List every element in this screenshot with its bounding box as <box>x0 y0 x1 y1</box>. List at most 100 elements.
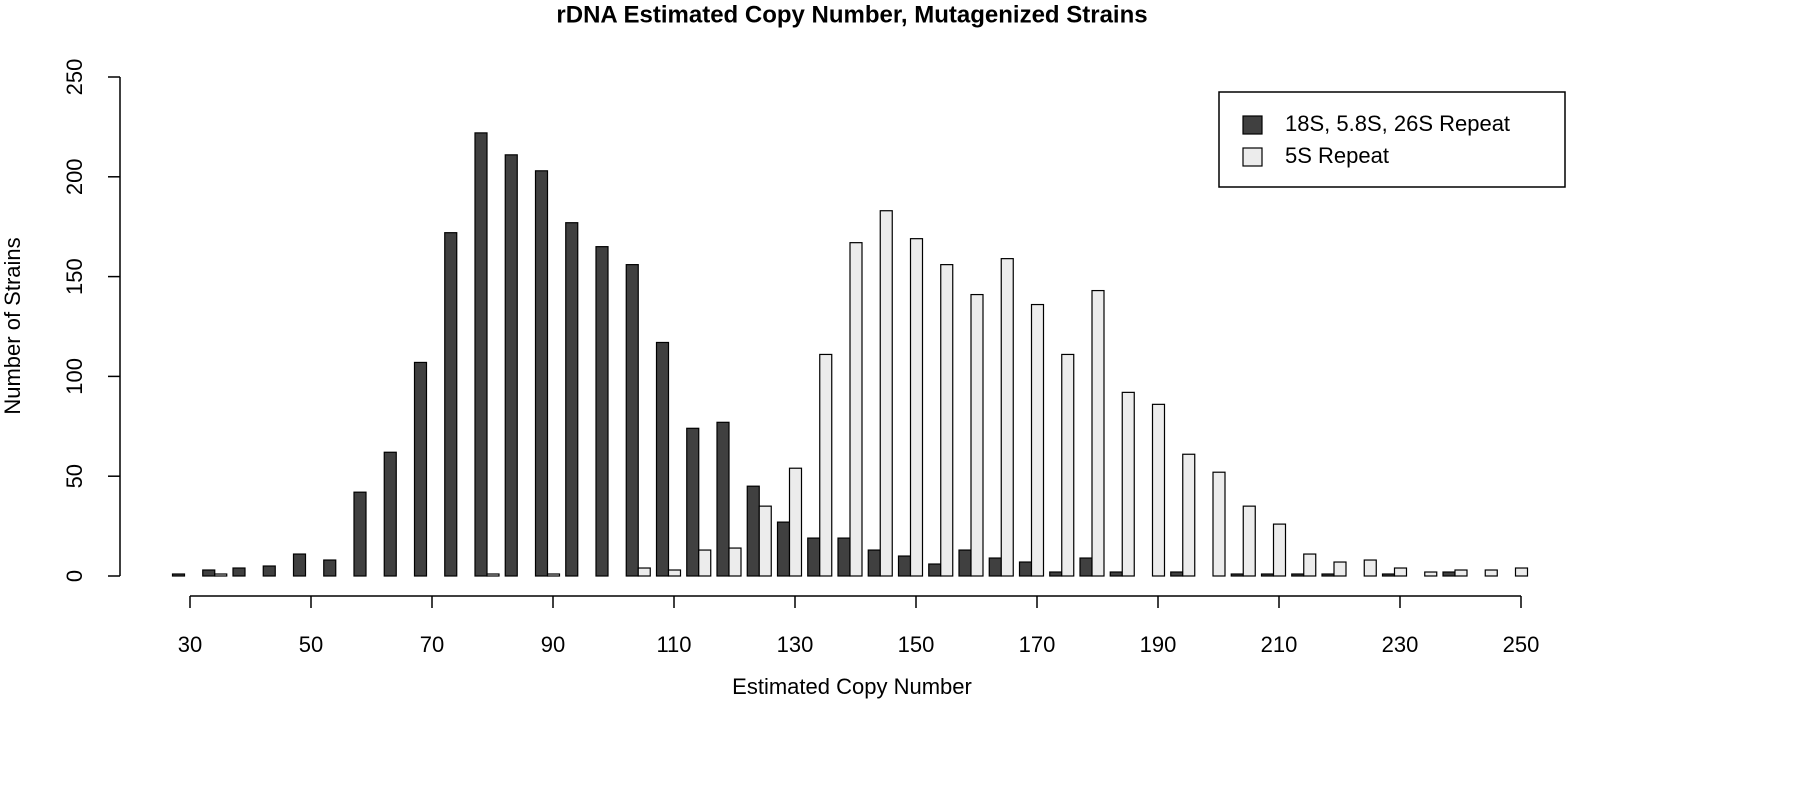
x-tick-label: 50 <box>299 632 323 657</box>
legend-label: 5S Repeat <box>1285 143 1389 168</box>
bar <box>958 549 972 577</box>
y-tick-label: 200 <box>62 158 87 195</box>
y-tick-label: 50 <box>62 464 87 488</box>
bar <box>1151 403 1166 577</box>
x-tick-label: 170 <box>1019 632 1056 657</box>
bar <box>1393 567 1408 577</box>
bar <box>323 559 337 577</box>
bar <box>262 565 276 577</box>
bar <box>232 567 246 577</box>
x-tick-label: 210 <box>1261 632 1298 657</box>
bar <box>474 132 488 577</box>
bar <box>1212 471 1226 577</box>
chart-title: rDNA Estimated Copy Number, Mutagenized … <box>556 1 1147 28</box>
bar <box>1000 258 1014 577</box>
bar <box>444 232 458 577</box>
bar <box>667 569 682 577</box>
bar <box>625 264 639 577</box>
bar <box>595 246 609 577</box>
x-tick-label: 30 <box>178 632 202 657</box>
bar <box>1272 523 1287 577</box>
bar <box>1091 289 1105 577</box>
x-axis-label: Estimated Copy Number <box>732 674 972 699</box>
bar <box>728 547 742 577</box>
x-tick-label: 90 <box>541 632 565 657</box>
bar <box>867 549 881 577</box>
bar <box>928 563 942 577</box>
bar <box>970 293 984 577</box>
bar <box>807 537 821 577</box>
bar <box>1303 553 1317 577</box>
legend-swatch <box>1242 147 1263 167</box>
bar <box>1182 453 1196 577</box>
bar <box>565 222 579 577</box>
bar <box>1333 561 1347 577</box>
bar <box>988 557 1002 577</box>
bar <box>1049 571 1063 577</box>
bar <box>776 521 791 577</box>
bar <box>214 573 228 577</box>
bar <box>504 154 518 577</box>
x-tick-label: 130 <box>777 632 814 657</box>
bar <box>940 264 954 577</box>
x-tick-label: 250 <box>1503 632 1540 657</box>
bar <box>897 555 912 577</box>
bar <box>716 421 730 577</box>
bar <box>758 505 772 577</box>
bar <box>837 537 851 577</box>
bar <box>171 573 186 577</box>
bar <box>1514 567 1529 577</box>
bar <box>202 569 216 577</box>
x-tick-label: 70 <box>420 632 444 657</box>
x-tick-label: 150 <box>898 632 935 657</box>
bar <box>655 341 670 577</box>
bar <box>698 549 712 577</box>
x-tick-label: 110 <box>656 632 691 657</box>
bar <box>1381 573 1396 577</box>
bar <box>1018 561 1033 577</box>
bar <box>686 427 700 577</box>
y-tick-label: 250 <box>62 59 87 96</box>
bar <box>849 242 863 577</box>
bar <box>546 573 561 577</box>
legend-swatch <box>1242 115 1263 135</box>
bar <box>819 353 833 577</box>
x-tick-label: 230 <box>1382 632 1419 657</box>
legend-label: 18S, 5.8S, 26S Repeat <box>1285 111 1510 136</box>
bar <box>486 573 500 577</box>
bar <box>413 361 428 577</box>
bar <box>1079 557 1093 577</box>
bar <box>1454 569 1468 577</box>
y-axis-label: Number of Strains <box>0 237 25 414</box>
bar <box>534 170 549 577</box>
bar <box>1484 569 1498 577</box>
bar <box>1260 573 1275 577</box>
y-tick-label: 0 <box>62 570 87 582</box>
bar <box>1230 573 1244 577</box>
bar <box>292 553 307 577</box>
y-tick-label: 100 <box>62 358 87 395</box>
y-tick-label: 150 <box>62 258 87 295</box>
bar <box>1291 573 1305 577</box>
bar <box>788 467 803 577</box>
bar <box>1242 505 1256 577</box>
bar <box>1109 571 1123 577</box>
bar <box>1121 391 1135 577</box>
bar <box>1061 353 1075 577</box>
bar <box>383 451 397 577</box>
legend-box <box>1218 91 1566 188</box>
bar <box>746 485 760 577</box>
bar <box>879 210 893 577</box>
bar <box>1363 559 1377 577</box>
bar <box>1442 571 1456 577</box>
bar <box>1321 573 1335 577</box>
bar <box>1170 571 1184 577</box>
bar <box>1424 571 1438 577</box>
x-tick-label: 190 <box>1140 632 1177 657</box>
bar <box>353 491 367 577</box>
bar <box>909 238 924 577</box>
bar <box>637 567 651 577</box>
bar <box>1030 303 1045 577</box>
